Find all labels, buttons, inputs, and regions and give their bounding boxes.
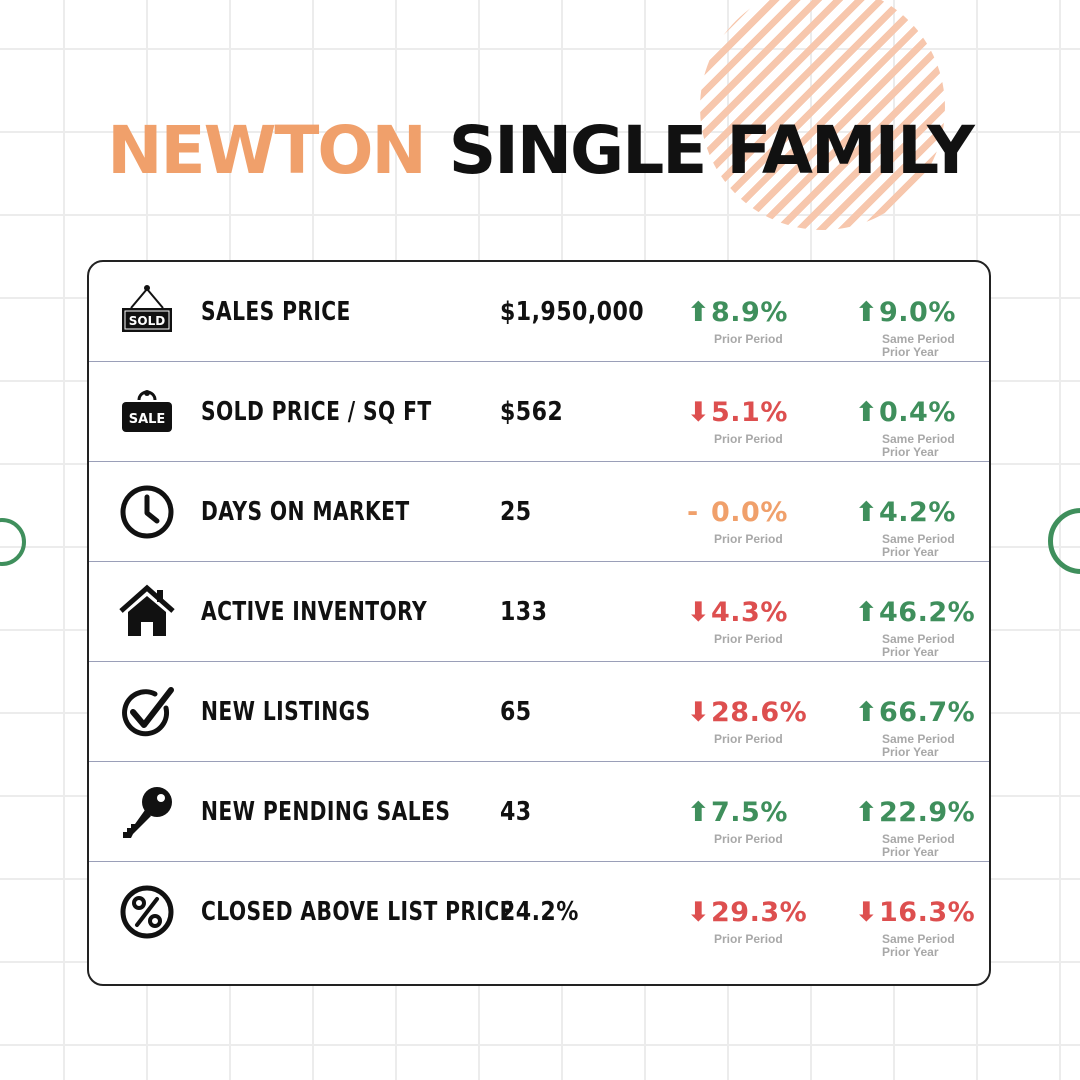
decorative-ring-left <box>0 518 26 566</box>
arrow-down-icon: ⬇ <box>687 697 711 728</box>
arrow-up-icon: ⬆ <box>855 597 879 628</box>
prior-year-caption: Same Period Prior Year <box>882 632 955 659</box>
prior-period-change: ⬇29.3% <box>687 897 808 928</box>
arrow-down-icon: ⬇ <box>855 897 879 928</box>
prior-year-change: ⬆0.4% <box>855 397 956 428</box>
prior-period-caption: Prior Period <box>714 332 783 346</box>
arrow-up-icon: ⬆ <box>855 797 879 828</box>
prior-year-change: ⬆66.7% <box>855 697 976 728</box>
svg-text:SOLD: SOLD <box>129 314 165 328</box>
arrow-up-icon: ⬆ <box>687 297 711 328</box>
stat-row-closed-above-list: CLOSED ABOVE LIST PRICE 24.2% ⬇29.3% Pri… <box>89 862 989 962</box>
market-stats-table: SOLD SALES PRICE $1,950,000 ⬆8.9% Prior … <box>87 260 991 986</box>
stat-value: 65 <box>500 697 532 727</box>
clock-icon <box>119 484 175 540</box>
decorative-ring-right <box>1048 508 1080 574</box>
prior-year-caption: Same Period Prior Year <box>882 732 955 759</box>
prior-period-caption: Prior Period <box>714 732 783 746</box>
stat-value: $562 <box>500 397 564 427</box>
prior-year-change: ⬆4.2% <box>855 497 956 528</box>
stat-label: NEW PENDING SALES <box>201 797 451 827</box>
house-icon <box>119 584 175 640</box>
arrow-down-icon: ⬇ <box>687 897 711 928</box>
title-property-type: SINGLE FAMILY <box>448 112 975 189</box>
checkmark-circle-icon <box>119 684 175 740</box>
prior-year-change: ⬆9.0% <box>855 297 956 328</box>
prior-year-change: ⬆46.2% <box>855 597 976 628</box>
prior-year-caption: Same Period Prior Year <box>882 832 955 859</box>
stat-value: 133 <box>500 597 548 627</box>
prior-period-change: ⬆7.5% <box>687 797 788 828</box>
arrow-up-icon: ⬆ <box>855 397 879 428</box>
prior-year-change: ⬆22.9% <box>855 797 976 828</box>
stat-label: DAYS ON MARKET <box>201 497 410 527</box>
stat-value: $1,950,000 <box>500 297 645 327</box>
prior-period-caption: Prior Period <box>714 532 783 546</box>
svg-text:SALE: SALE <box>129 412 166 427</box>
decorative-striped-circle <box>700 0 945 230</box>
stat-row-active-inventory: ACTIVE INVENTORY 133 ⬇4.3% Prior Period … <box>89 562 989 662</box>
prior-year-change: ⬇16.3% <box>855 897 976 928</box>
arrow-down-icon: ⬇ <box>687 597 711 628</box>
prior-period-caption: Prior Period <box>714 632 783 646</box>
stat-value: 43 <box>500 797 532 827</box>
sold-sign-icon: SOLD <box>119 284 175 340</box>
stat-row-days-on-market: DAYS ON MARKET 25 -0.0% Prior Period ⬆4.… <box>89 462 989 562</box>
stat-label: SALES PRICE <box>201 297 351 327</box>
stat-row-new-listings: NEW LISTINGS 65 ⬇28.6% Prior Period ⬆66.… <box>89 662 989 762</box>
arrow-up-icon: ⬆ <box>855 697 879 728</box>
percent-circle-icon <box>119 884 175 940</box>
dash-icon: - <box>687 497 699 528</box>
prior-period-caption: Prior Period <box>714 832 783 846</box>
stat-label: NEW LISTINGS <box>201 697 371 727</box>
prior-period-change: ⬆8.9% <box>687 297 788 328</box>
arrow-down-icon: ⬇ <box>687 397 711 428</box>
stat-label: ACTIVE INVENTORY <box>201 597 428 627</box>
key-icon <box>119 784 175 840</box>
stat-label: CLOSED ABOVE LIST PRICE <box>201 897 514 927</box>
prior-period-caption: Prior Period <box>714 932 783 946</box>
arrow-up-icon: ⬆ <box>855 297 879 328</box>
prior-period-caption: Prior Period <box>714 432 783 446</box>
arrow-up-icon: ⬆ <box>855 497 879 528</box>
sale-sign-icon: SALE <box>119 384 175 440</box>
prior-period-change: ⬇5.1% <box>687 397 788 428</box>
stat-row-new-pending-sales: NEW PENDING SALES 43 ⬆7.5% Prior Period … <box>89 762 989 862</box>
stat-row-sales-price: SOLD SALES PRICE $1,950,000 ⬆8.9% Prior … <box>89 262 989 362</box>
prior-period-change: ⬇4.3% <box>687 597 788 628</box>
prior-year-caption: Same Period Prior Year <box>882 532 955 559</box>
stat-label: SOLD PRICE / SQ FT <box>201 397 432 427</box>
stat-value: 24.2% <box>500 897 579 927</box>
prior-year-caption: Same Period Prior Year <box>882 332 955 359</box>
prior-period-change: ⬇28.6% <box>687 697 808 728</box>
prior-year-caption: Same Period Prior Year <box>882 432 955 459</box>
page-title: NEWTON SINGLE FAMILY <box>0 118 1080 184</box>
prior-year-caption: Same Period Prior Year <box>882 932 955 959</box>
stat-row-sold-price-sqft: SALE SOLD PRICE / SQ FT $562 ⬇5.1% Prior… <box>89 362 989 462</box>
stat-value: 25 <box>500 497 532 527</box>
arrow-up-icon: ⬆ <box>687 797 711 828</box>
title-city: NEWTON <box>107 112 426 189</box>
prior-period-change: -0.0% <box>687 497 788 528</box>
